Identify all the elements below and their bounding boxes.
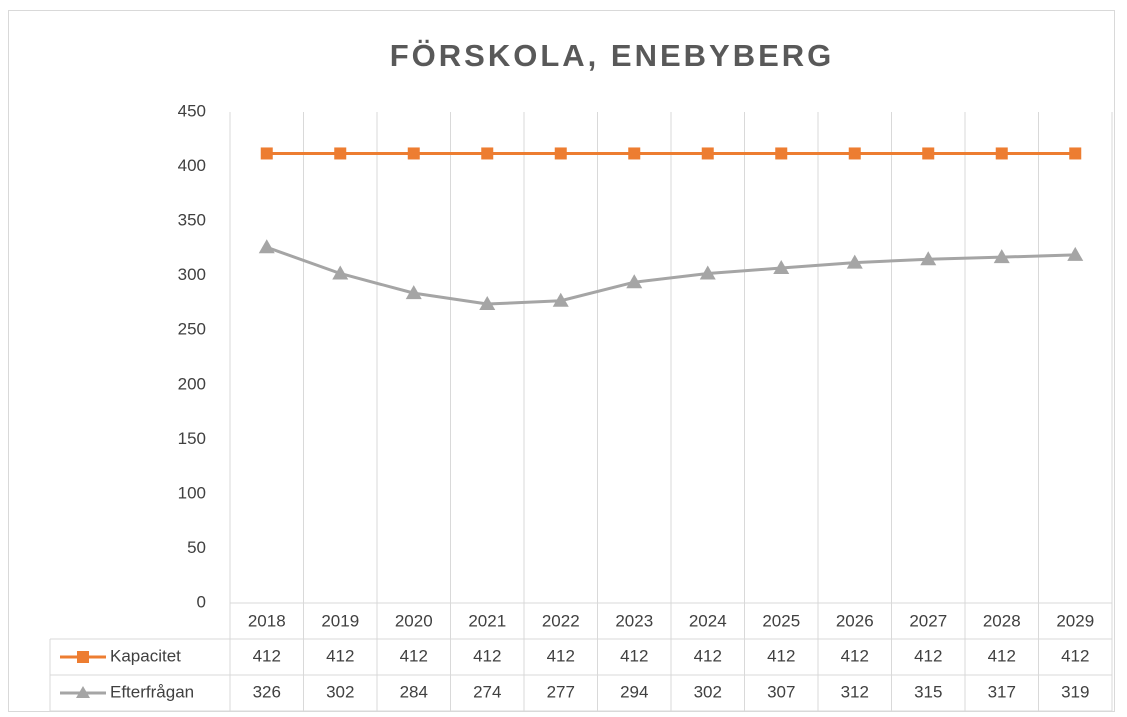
x-tick-label: 2022: [542, 611, 580, 630]
y-tick-label: 400: [178, 156, 206, 175]
x-tick-label: 2029: [1056, 611, 1094, 630]
table-value: 412: [473, 646, 501, 665]
table-value: 326: [253, 682, 281, 701]
marker: [552, 292, 569, 307]
x-tick-label: 2025: [762, 611, 800, 630]
table-value: 319: [1061, 682, 1089, 701]
table-value: 284: [400, 682, 428, 701]
table-value: 412: [694, 646, 722, 665]
series-line: [266, 245, 1076, 306]
marker: [628, 147, 641, 160]
legend-key: [76, 686, 90, 698]
legend-label: Efterfrågan: [110, 682, 194, 701]
table-value: 302: [326, 682, 354, 701]
marker: [701, 147, 714, 160]
marker: [1067, 246, 1084, 261]
marker: [920, 251, 937, 266]
x-tick-label: 2026: [836, 611, 874, 630]
marker: [334, 147, 347, 160]
y-tick-label: 250: [178, 320, 206, 339]
marker: [699, 265, 716, 280]
y-tick-label: 200: [178, 374, 206, 393]
table-value: 412: [841, 646, 869, 665]
marker: [479, 296, 496, 311]
x-tick-label: 2027: [909, 611, 947, 630]
marker: [481, 147, 494, 160]
table-value: 412: [767, 646, 795, 665]
table-value: 412: [253, 646, 281, 665]
marker: [260, 147, 273, 160]
marker: [846, 254, 863, 269]
x-tick-label: 2028: [983, 611, 1021, 630]
table-value: 302: [694, 682, 722, 701]
y-tick-label: 150: [178, 429, 206, 448]
y-tick-label: 450: [178, 101, 206, 120]
table-value: 317: [988, 682, 1016, 701]
table-value: 412: [326, 646, 354, 665]
x-tick-label: 2021: [468, 611, 506, 630]
y-tick-label: 100: [178, 483, 206, 502]
table-value: 412: [988, 646, 1016, 665]
y-tick-label: 350: [178, 211, 206, 230]
table-value: 412: [400, 646, 428, 665]
chart-title: FÖRSKOLA, ENEBYBERG: [390, 38, 835, 73]
marker: [1069, 147, 1082, 160]
marker: [993, 249, 1010, 264]
marker: [258, 239, 275, 254]
table-value: 274: [473, 682, 501, 701]
table-value: 312: [841, 682, 869, 701]
table-value: 412: [620, 646, 648, 665]
marker: [922, 147, 935, 160]
x-tick-label: 2018: [248, 611, 286, 630]
marker: [405, 285, 422, 300]
table-value: 315: [914, 682, 942, 701]
table-value: 412: [1061, 646, 1089, 665]
marker: [773, 260, 790, 275]
table-value: 277: [547, 682, 575, 701]
table-value: 412: [914, 646, 942, 665]
legend-label: Kapacitet: [110, 646, 181, 665]
x-tick-label: 2019: [321, 611, 359, 630]
marker: [554, 147, 567, 160]
y-tick-label: 300: [178, 265, 206, 284]
marker: [407, 147, 420, 160]
legend-key: [77, 651, 89, 663]
y-tick-label: 50: [187, 538, 206, 557]
x-tick-label: 2020: [395, 611, 433, 630]
marker: [848, 147, 861, 160]
marker: [995, 147, 1008, 160]
y-tick-label: 0: [197, 592, 206, 611]
x-tick-label: 2023: [615, 611, 653, 630]
table-value: 294: [620, 682, 648, 701]
marker: [332, 265, 349, 280]
table-value: 412: [547, 646, 575, 665]
table-value: 307: [767, 682, 795, 701]
x-tick-label: 2024: [689, 611, 727, 630]
marker: [775, 147, 788, 160]
marker: [626, 274, 643, 289]
chart-frame: [8, 10, 1115, 712]
